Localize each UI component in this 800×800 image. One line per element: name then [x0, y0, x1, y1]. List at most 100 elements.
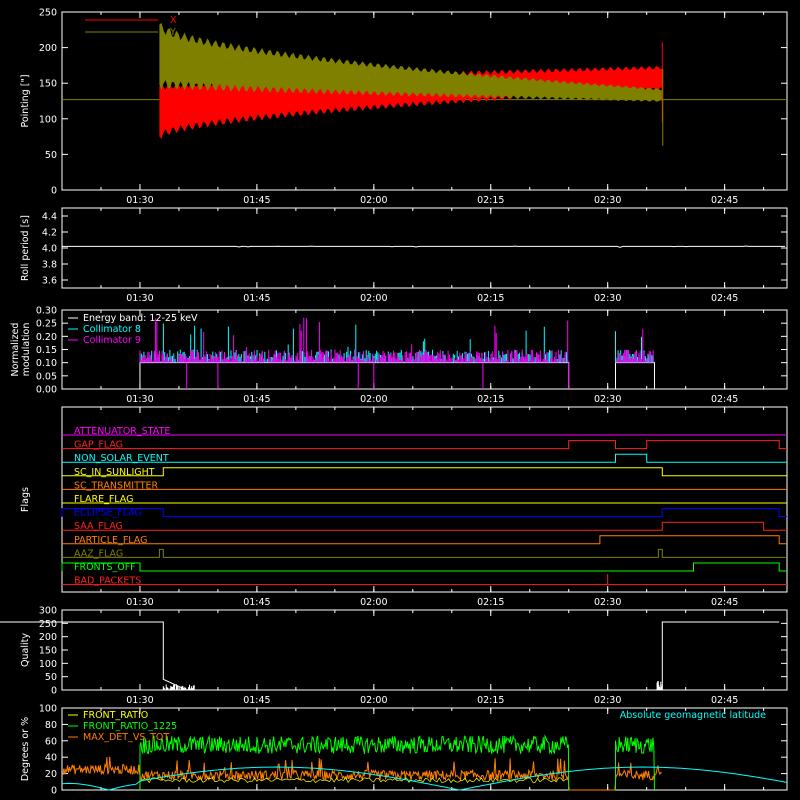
y-tick-label: 0.10 — [36, 358, 57, 369]
x-tick-label: 02:30 — [594, 394, 621, 405]
x-tick-label: 02:30 — [594, 195, 621, 206]
front-ratio-1225-trace — [615, 736, 655, 791]
x-tick-label: 02:00 — [360, 695, 387, 706]
y-tick-label: 0 — [51, 786, 57, 797]
flag-label: FLARE_FLAG — [74, 494, 134, 505]
collimator-9-trace — [139, 317, 569, 363]
legend-label: Collimator 9 — [83, 335, 141, 346]
y-tick-label: 4.0 — [42, 244, 57, 255]
x-tick-label: 02:00 — [360, 394, 387, 405]
flag-label: ATTENUATOR_STATE — [74, 426, 170, 437]
quality-noise — [656, 681, 663, 690]
y-tick-label: 200 — [39, 632, 57, 643]
y-tick-label: 150 — [39, 646, 57, 657]
pointing-panel: 01:30 01:45 02:00 02:15 02:30 02:45 0 50 100 150 2… — [20, 8, 788, 206]
y-tick-label: 0.30 — [36, 306, 57, 317]
y-tick-label: 50 — [45, 672, 57, 683]
y-tick-label: 0 — [51, 686, 57, 697]
legend-label: Y — [169, 27, 176, 38]
flag-label: NON_SOLAR_EVENT — [74, 453, 169, 464]
flag-trace — [62, 440, 787, 450]
legend-label: FRONT_RATIO — [83, 710, 148, 721]
x-tick-label: 01:30 — [126, 394, 153, 405]
collimator-9-trace — [615, 328, 654, 363]
flags-panel: 01:30 01:45 02:00 02:15 02:30 02:45 Flags ATTEN… — [20, 406, 788, 608]
front-ratio-1225-trace — [139, 734, 570, 791]
x-tick-label: 02:45 — [711, 195, 738, 206]
flag-label: GAP_FLAG — [74, 440, 123, 451]
x-tick-label: 02:00 — [360, 195, 387, 206]
x-tick-label: 02:45 — [711, 695, 738, 706]
x-tick-label: 01:45 — [243, 293, 270, 304]
y-axis-label-line: modulation — [21, 323, 32, 377]
y-tick-label: 3.6 — [42, 276, 57, 287]
y-axis-label: Roll period [s] — [20, 215, 31, 281]
y-tick-label: 4.2 — [42, 228, 57, 239]
y-tick-label: 20 — [45, 769, 57, 780]
legend-label: MAX_DET_VS_TOT — [83, 732, 169, 743]
geomagnetic-latitude-label: Absolute geomagnetic latitude — [620, 710, 766, 721]
y-tick-label: 80 — [45, 720, 57, 731]
y-axis-label: Flags — [20, 487, 31, 512]
flag-label: SAA_FLAG — [74, 521, 123, 532]
x-tick-label: 02:15 — [477, 394, 504, 405]
plot-frame — [61, 406, 788, 593]
y-tick-label: 250 — [39, 619, 57, 630]
y-tick-label: 0.00 — [36, 385, 57, 396]
x-tick-label: 01:30 — [126, 195, 153, 206]
plot-frame — [61, 707, 788, 791]
flag-trace — [61, 562, 787, 572]
x-tick-label: 02:30 — [594, 293, 621, 304]
x-tick-label: 01:45 — [243, 597, 270, 608]
flag-label: SC_TRANSMITTER — [74, 480, 159, 491]
legend-label: Energy band: 12-25 keV — [83, 313, 198, 324]
x-tick-label: 01:45 — [243, 195, 270, 206]
legend-label: FRONT_RATIO_1225 — [83, 721, 177, 732]
flag-label: ECLIPSE_FLAG — [74, 508, 142, 519]
y-tick-label: 60 — [45, 736, 57, 747]
x-tick-label: 02:45 — [711, 597, 738, 608]
y-tick-label: 150 — [39, 79, 57, 90]
y-tick-label: 0.05 — [36, 371, 57, 382]
y-tick-label: 300 — [39, 606, 57, 617]
y-tick-label: 3.8 — [42, 260, 57, 271]
x-tick-label: 02:45 — [711, 394, 738, 405]
flag-trace — [61, 508, 787, 518]
x-tick-label: 02:15 — [477, 695, 504, 706]
quality-panel: 01:30 01:45 02:00 02:15 02:30 02:45 0 50 100 150 2… — [0, 606, 788, 706]
x-tick-label: 01:30 — [126, 293, 153, 304]
flag-trace — [62, 521, 787, 531]
flag-label: BAD_PACKETS — [74, 576, 141, 587]
quality-noise — [162, 684, 195, 690]
plot-frame — [61, 11, 788, 191]
x-tick-label: 02:00 — [360, 597, 387, 608]
flag-label: PARTICLE_FLAG — [74, 535, 147, 546]
front-ratio-trace — [139, 777, 568, 784]
flag-trace — [62, 535, 787, 545]
flag-label: AAZ_FLAG — [74, 548, 123, 559]
y-tick-label: 100 — [39, 659, 57, 670]
x-tick-label: 02:30 — [594, 597, 621, 608]
y-axis-label: Pointing ["] — [20, 74, 31, 127]
y-axis-label: Degrees or % — [20, 717, 31, 781]
y-tick-label: 4.4 — [42, 212, 57, 223]
x-tick-label: 02:15 — [477, 293, 504, 304]
flag-label: SC_IN_SUNLIGHT — [74, 467, 155, 478]
quality-line — [0, 621, 780, 691]
series-Y-band — [159, 22, 663, 102]
y-tick-label: 100 — [39, 114, 57, 125]
flag-trace — [62, 548, 787, 558]
x-tick-label: 02:30 — [594, 695, 621, 706]
x-tick-label: 02:15 — [477, 195, 504, 206]
y-tick-label: 0 — [51, 186, 57, 197]
y-tick-label: 200 — [39, 43, 57, 54]
x-tick-label: 02:00 — [360, 293, 387, 304]
flag-trace — [62, 467, 787, 477]
roll-period-line — [62, 245, 785, 248]
y-axis-label: Quality — [20, 633, 31, 667]
energy-band-line — [62, 362, 787, 390]
y-tick-label: 0.25 — [36, 319, 57, 330]
y-tick-label: 0.15 — [36, 345, 57, 356]
x-tick-label: 02:15 — [477, 597, 504, 608]
